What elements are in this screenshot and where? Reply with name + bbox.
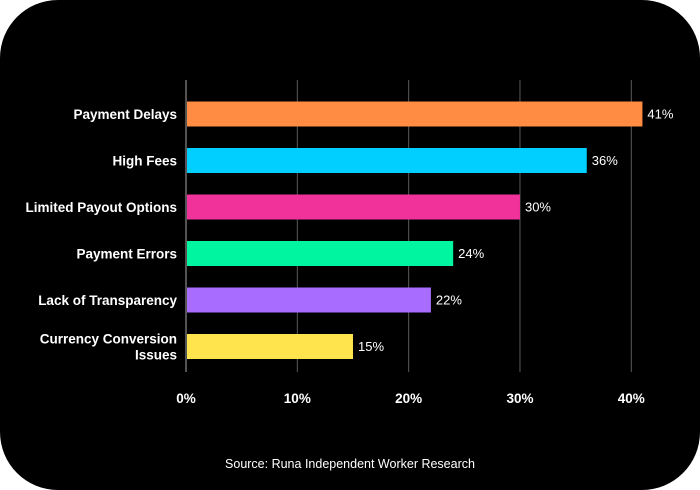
x-tick-label: 10%: [284, 391, 311, 406]
labels: 0% 10% 20% 30% 40% 41% Payment Delays 36% High F…: [25, 107, 673, 407]
category-label: Currency Conversion: [40, 332, 177, 347]
category-label: High Fees: [112, 154, 177, 169]
bar: [187, 241, 454, 266]
category-label: Lack of Transparency: [38, 293, 177, 308]
x-tick-label: 40%: [618, 391, 645, 406]
bar: [187, 101, 643, 127]
gridlines: [296, 80, 632, 372]
x-tick-label: 20%: [395, 391, 422, 406]
bar: [187, 148, 587, 173]
value-label: 24%: [458, 246, 484, 261]
value-label: 22%: [436, 293, 462, 308]
category-label: Issues: [135, 348, 177, 363]
category-label: Payment Delays: [73, 107, 177, 122]
value-label: 41%: [647, 107, 673, 122]
category-label: Limited Payout Options: [25, 200, 177, 215]
category-label: Payment Errors: [76, 247, 177, 262]
bar: [187, 194, 520, 220]
value-label: 15%: [358, 339, 384, 354]
bar: [187, 287, 431, 313]
bar: [187, 334, 353, 359]
x-tick-label: 0%: [176, 391, 196, 406]
value-label: 36%: [592, 153, 618, 168]
source-note: Source: Runa Independent Worker Research: [225, 457, 475, 471]
x-tick-label: 30%: [506, 391, 533, 406]
bars: [187, 101, 643, 359]
value-label: 30%: [525, 200, 551, 215]
